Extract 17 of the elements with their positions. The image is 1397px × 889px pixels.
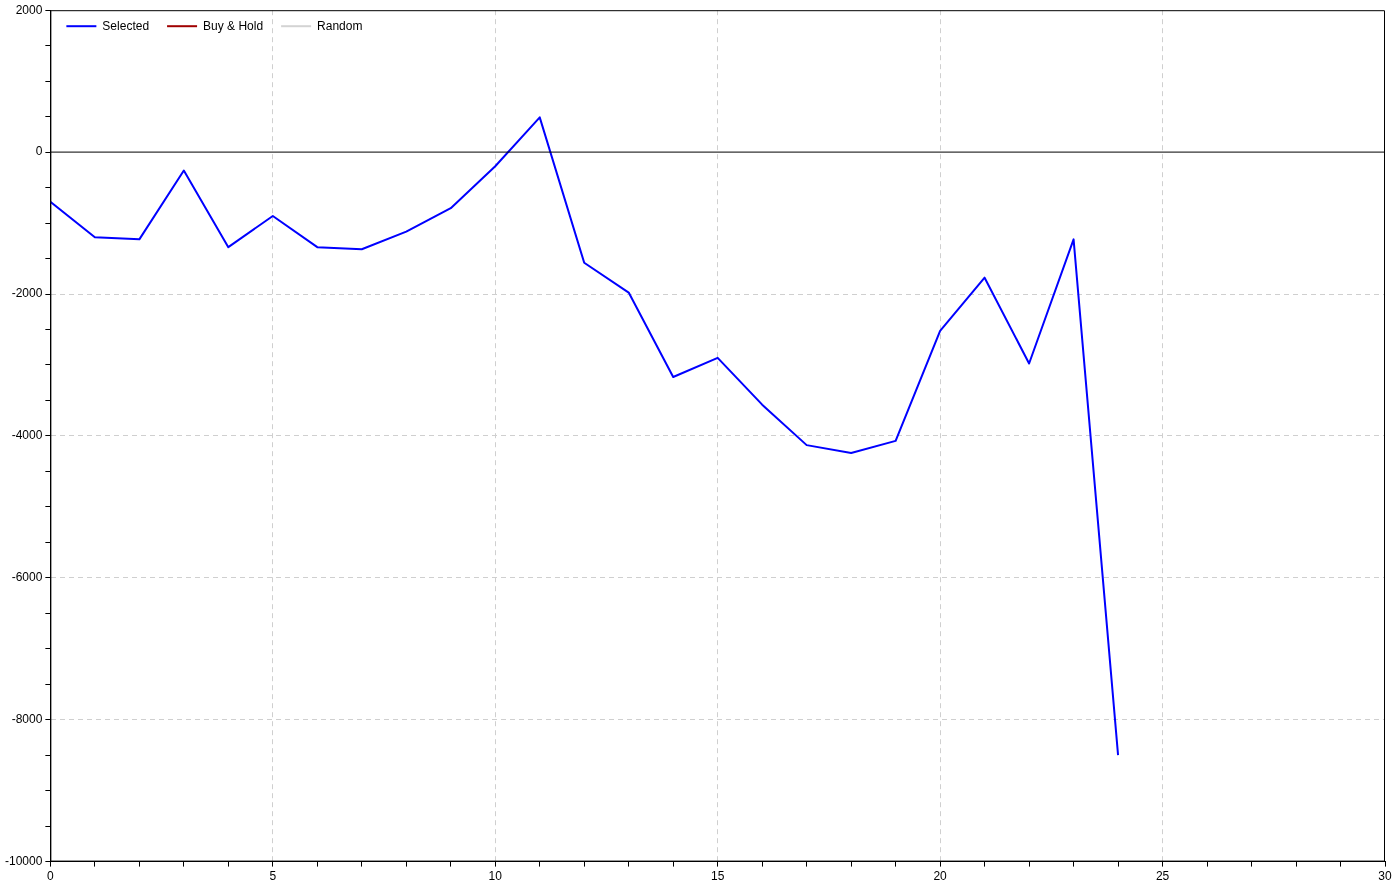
y-tick-label: 0 (35, 144, 43, 159)
y-tick-label: -2000 (11, 286, 43, 301)
y-tick-label: -4000 (11, 428, 43, 443)
legend-label: Random (317, 18, 363, 33)
legend-label: Selected (102, 18, 150, 33)
x-tick-label: 30 (1378, 869, 1392, 884)
x-tick-label: 0 (47, 869, 55, 884)
x-tick-label: 15 (711, 869, 725, 884)
x-tick-label: 5 (269, 869, 277, 884)
x-tick-label: 20 (933, 869, 948, 884)
y-tick-label: -6000 (11, 570, 43, 585)
y-tick-label: 2000 (15, 2, 43, 17)
x-tick-label: 10 (488, 869, 503, 884)
y-tick-label: -10000 (4, 853, 43, 868)
y-tick-label: -8000 (11, 712, 43, 727)
legend-label: Buy & Hold (203, 18, 264, 33)
x-tick-label: 25 (1155, 869, 1170, 884)
